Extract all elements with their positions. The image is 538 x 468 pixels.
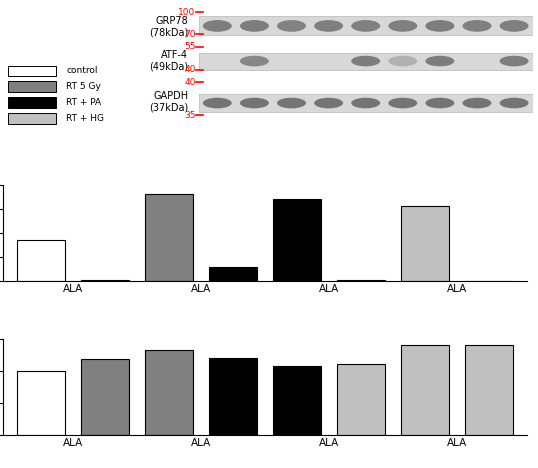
Text: RT 5 Gy: RT 5 Gy [66,82,101,91]
Ellipse shape [203,98,232,109]
Ellipse shape [277,20,306,32]
Text: RT + HG: RT + HG [66,114,104,123]
Bar [145,350,193,435]
Bar [273,199,321,281]
Ellipse shape [426,98,455,109]
Bar [401,206,449,281]
Text: 100: 100 [178,8,196,17]
Text: RT + PA: RT + PA [66,98,101,107]
Text: GAPDH
(37kDa): GAPDH (37kDa) [149,91,188,113]
Ellipse shape [314,20,343,32]
Text: 40: 40 [184,65,196,74]
Text: 70: 70 [184,29,196,39]
Bar [81,280,129,281]
FancyBboxPatch shape [199,95,533,111]
Text: GRP78
(78kDa): GRP78 (78kDa) [149,16,188,37]
Text: 55: 55 [184,42,196,51]
Text: control: control [66,66,98,75]
Ellipse shape [426,56,455,66]
Ellipse shape [240,20,269,32]
Bar [401,345,449,435]
Ellipse shape [351,98,380,109]
Ellipse shape [240,56,269,66]
Bar [17,240,65,281]
Bar [273,366,321,435]
Ellipse shape [277,98,306,109]
Bar [337,364,385,435]
Ellipse shape [351,20,380,32]
Text: 35: 35 [184,110,196,120]
Bar [8,81,55,92]
Bar [145,194,193,281]
Bar [8,97,55,108]
Ellipse shape [351,56,380,66]
Bar [8,113,55,124]
Bar [17,371,65,435]
Ellipse shape [463,20,491,32]
Ellipse shape [500,56,528,66]
Ellipse shape [240,98,269,109]
Bar [337,280,385,281]
Ellipse shape [500,98,528,109]
FancyBboxPatch shape [199,52,533,70]
FancyBboxPatch shape [199,16,533,36]
Ellipse shape [388,20,417,32]
Text: 40: 40 [184,78,196,87]
Ellipse shape [463,98,491,109]
Ellipse shape [314,98,343,109]
Bar [465,345,513,435]
Bar [81,359,129,435]
Ellipse shape [388,98,417,109]
Ellipse shape [203,20,232,32]
Ellipse shape [500,20,528,32]
Text: ATF-4
(49kDa): ATF-4 (49kDa) [149,50,188,72]
Ellipse shape [426,20,455,32]
Bar [209,358,257,435]
Bar [209,267,257,281]
Bar [8,66,55,76]
Ellipse shape [388,56,417,66]
